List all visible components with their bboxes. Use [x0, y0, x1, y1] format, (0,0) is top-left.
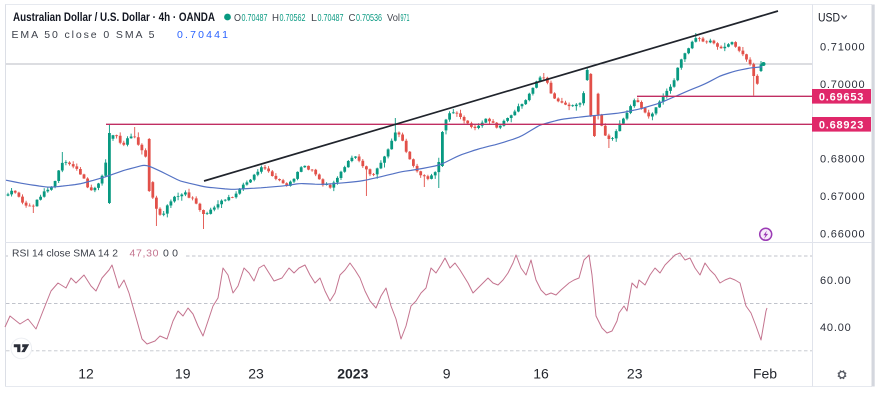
svg-text:RSI 14 close SMA 14 2: RSI 14 close SMA 14 2 — [12, 248, 118, 260]
svg-text:Australian Dollar / U.S. Dolla: Australian Dollar / U.S. Dollar · 4h · O… — [13, 12, 215, 24]
svg-text:0.69653: 0.69653 — [819, 91, 864, 103]
svg-text:0.66000: 0.66000 — [820, 229, 865, 241]
svg-text:0.67000: 0.67000 — [820, 191, 865, 203]
svg-text:H: H — [272, 12, 279, 24]
svg-text:19: 19 — [175, 365, 191, 381]
svg-text:EMA 50 close 0 SMA 5: EMA 50 close 0 SMA 5 — [12, 29, 155, 41]
svg-text:0.70487: 0.70487 — [318, 12, 344, 24]
svg-text:9: 9 — [443, 365, 451, 381]
svg-text:Vol: Vol — [387, 12, 400, 24]
svg-text:16: 16 — [533, 365, 549, 381]
svg-text:0.68000: 0.68000 — [820, 154, 865, 166]
svg-text:USD: USD — [818, 11, 840, 25]
svg-text:C: C — [349, 12, 356, 24]
svg-text:0.70536: 0.70536 — [356, 12, 382, 24]
svg-text:Feb: Feb — [753, 365, 777, 381]
svg-text:0.71000: 0.71000 — [820, 42, 865, 54]
svg-text:60.00: 60.00 — [820, 275, 852, 287]
svg-text:0.70441: 0.70441 — [177, 29, 228, 41]
svg-text:47,30: 47,30 — [130, 248, 159, 260]
svg-text:O: O — [234, 12, 241, 24]
svg-text:971: 971 — [401, 12, 410, 24]
svg-text:0.70000: 0.70000 — [820, 79, 865, 91]
svg-text:L: L — [311, 12, 317, 24]
svg-text:2023: 2023 — [337, 365, 368, 381]
svg-text:0 0: 0 0 — [163, 248, 178, 260]
svg-text:12: 12 — [78, 365, 94, 381]
svg-text:0.70487: 0.70487 — [242, 12, 268, 24]
svg-text:23: 23 — [627, 365, 643, 381]
svg-text:40.00: 40.00 — [820, 322, 852, 334]
svg-text:0.70562: 0.70562 — [280, 12, 306, 24]
svg-text:0.68923: 0.68923 — [819, 119, 864, 131]
svg-text:23: 23 — [248, 365, 264, 381]
